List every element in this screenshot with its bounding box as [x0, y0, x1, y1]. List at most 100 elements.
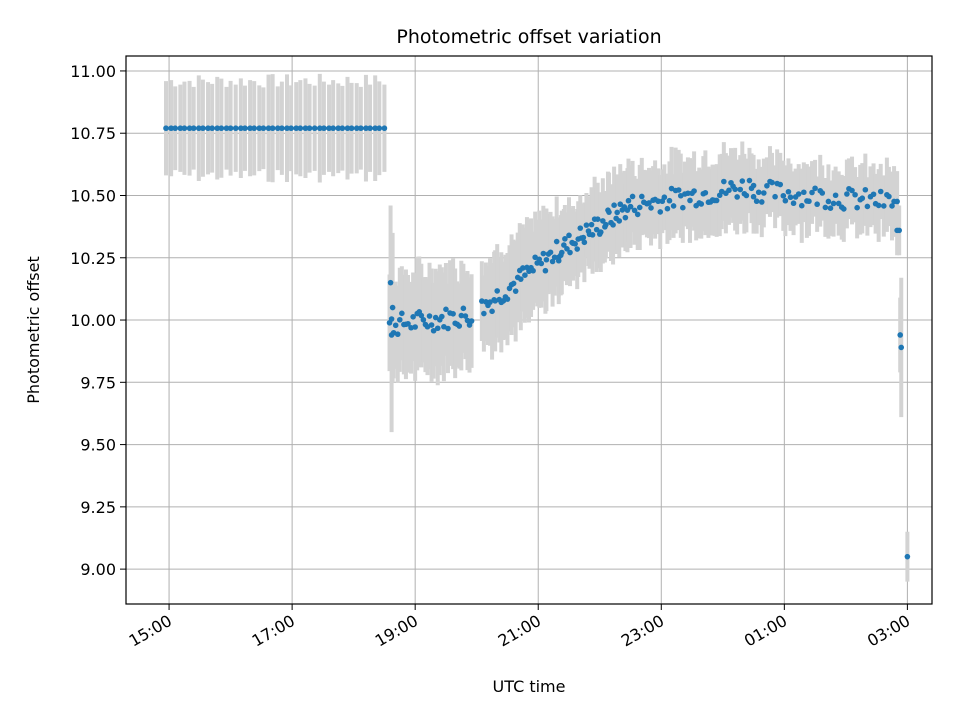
y-tick-label: 10.25	[70, 249, 116, 268]
data-point	[512, 288, 519, 294]
data-point	[593, 226, 600, 233]
data-point	[636, 204, 643, 211]
data-point	[577, 225, 584, 231]
data-point	[543, 256, 550, 263]
data-point	[646, 200, 652, 206]
data-point	[487, 299, 493, 305]
data-point	[849, 187, 855, 194]
data-point	[559, 249, 565, 256]
data-point	[372, 125, 378, 132]
data-point	[814, 201, 820, 208]
data-point	[739, 178, 746, 184]
data-point	[200, 125, 206, 132]
data-point	[489, 308, 495, 315]
data-point	[655, 198, 662, 205]
data-point	[344, 125, 351, 132]
data-point	[190, 125, 197, 132]
data-point	[311, 125, 318, 132]
data-point	[822, 204, 829, 211]
data-point	[841, 206, 847, 212]
data-point	[302, 125, 309, 132]
data-point	[458, 312, 465, 319]
data-point	[410, 313, 416, 320]
data-point	[852, 191, 858, 198]
data-point	[522, 272, 528, 279]
y-axis-ticks: 9.00 9.25 9.50 9.75 10.00 10.25 10.50 10.75 11.0…	[70, 62, 126, 579]
data-point	[743, 192, 750, 199]
data-point	[801, 189, 807, 196]
data-point	[755, 189, 762, 196]
data-point	[392, 322, 399, 329]
data-point	[388, 316, 395, 322]
y-tick-label: 11.00	[70, 62, 116, 81]
chart-title: Photometric offset variation	[396, 26, 661, 48]
data-point	[772, 193, 778, 200]
data-point	[405, 320, 411, 327]
data-point	[859, 195, 866, 202]
data-point	[468, 318, 475, 324]
data-point	[426, 313, 433, 319]
data-point	[445, 325, 451, 332]
data-point	[218, 125, 225, 132]
data-point	[830, 200, 837, 207]
data-point	[399, 310, 405, 317]
data-point	[764, 182, 770, 189]
data-point	[680, 204, 686, 211]
data-point	[358, 125, 364, 132]
data-point	[209, 125, 215, 132]
data-point	[536, 256, 543, 263]
data-point	[844, 191, 850, 197]
data-point	[542, 267, 549, 274]
data-point	[610, 222, 616, 228]
data-point	[825, 198, 832, 205]
data-point	[265, 125, 272, 132]
data-point	[269, 125, 276, 132]
data-point	[854, 204, 860, 211]
data-point	[367, 125, 373, 132]
data-point	[819, 190, 826, 196]
data-point	[549, 258, 556, 265]
data-point	[321, 125, 327, 132]
data-point	[812, 185, 818, 192]
plot-frame	[125, 55, 933, 605]
data-point	[897, 332, 904, 338]
data-point	[877, 188, 884, 195]
data-point	[196, 125, 202, 132]
data-point	[622, 214, 629, 221]
data-point	[432, 314, 439, 321]
data-point	[389, 304, 396, 311]
data-point	[594, 216, 601, 222]
y-tick-label: 10.50	[70, 186, 116, 205]
data-point	[753, 198, 760, 205]
data-point	[894, 198, 900, 205]
data-point	[460, 305, 467, 312]
data-point	[896, 227, 902, 234]
data-point	[648, 205, 654, 211]
data-point	[293, 125, 300, 132]
data-point	[790, 200, 797, 207]
data-point	[412, 324, 418, 330]
data-point	[242, 125, 248, 132]
data-point	[462, 313, 469, 319]
data-point	[666, 197, 673, 204]
data-point	[702, 189, 709, 196]
data-point	[721, 178, 727, 185]
y-axis-label: Photometric offset	[24, 256, 43, 404]
data-point	[517, 276, 524, 282]
data-point	[734, 194, 740, 200]
data-point	[795, 191, 802, 197]
data-point	[787, 194, 794, 201]
data-point	[581, 239, 588, 246]
y-tick-label: 10.75	[70, 124, 116, 143]
data-point	[540, 250, 547, 257]
data-point	[638, 193, 645, 200]
data-point	[564, 245, 570, 252]
data-point	[713, 197, 720, 204]
data-point	[553, 238, 560, 245]
data-point	[750, 182, 757, 189]
data-point	[862, 186, 869, 193]
data-point	[260, 125, 267, 132]
data-point	[685, 190, 691, 197]
data-point	[567, 249, 573, 256]
